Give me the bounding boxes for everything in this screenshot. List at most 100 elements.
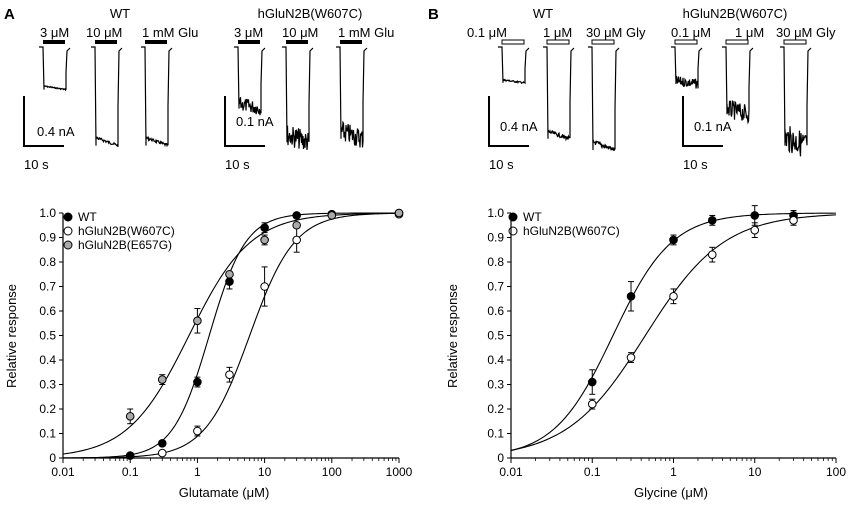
chart-gly-xtick-label-0: 0.01 <box>499 465 523 479</box>
chart-glu-point-1-3 <box>260 282 269 291</box>
chart-gly-ytick-label-2: 0.2 <box>487 402 504 416</box>
scale-bar-a-wt: 0.4 nA 10 s <box>23 96 75 172</box>
chart-gly-ytick-label-0: 0 <box>497 451 504 465</box>
chart-gly-xtick-label-4: 100 <box>826 465 846 479</box>
chart-gly-ytick-label-7: 0.7 <box>487 280 504 294</box>
trace-title-a-wt: WT <box>110 6 130 21</box>
chart-gly-point-0-0 <box>587 377 597 387</box>
chart-glu-point-1-0 <box>157 448 167 458</box>
scale-current-a-mut: 0.1 nA <box>236 114 274 129</box>
pulse-label-a-wt-3: 1 mM Glu <box>142 25 198 40</box>
chart-glu-ytick-label-5: 0.5 <box>39 329 56 343</box>
pulse-label-b-wt-1: 0.1 μM <box>467 25 507 40</box>
pulse-label-a-mut-1: 3 μM <box>234 25 263 40</box>
chart-glu-point-1-1 <box>193 426 202 436</box>
chart-gly-xlabel: Glycine (μM) <box>634 485 708 500</box>
trace-a-0-1-application-bar <box>95 40 117 44</box>
legend-marker-gly-w607c <box>508 226 518 236</box>
scale-bar-b-wt: 0.4 nA 10 s <box>488 96 538 172</box>
chart-glu-point-0-0 <box>125 451 135 460</box>
chart-glu-fit-2 <box>62 212 400 455</box>
chart-glu-point-2-1 <box>157 375 167 384</box>
scale-time-b-wt: 10 s <box>489 157 514 172</box>
chart-glu-ytick-label-0: 0 <box>49 451 56 465</box>
trace-b-0-2 <box>588 46 620 152</box>
chart-glu-ytick-label-8: 0.8 <box>39 255 56 269</box>
scale-current-a-wt: 0.4 nA <box>37 124 75 139</box>
chart-glu-ylabel: Relative response <box>4 284 19 388</box>
chart-gly-point-1-0 <box>587 399 597 409</box>
current-traces <box>39 39 812 157</box>
chart-gly-point-1-3 <box>707 250 717 259</box>
chart-glu-xtick-label-5: 1000 <box>386 465 413 479</box>
chart-glu-point-0-4 <box>260 223 269 232</box>
chart-gly-point-0-3 <box>707 216 717 225</box>
scale-bar-b-mut: 0.1 nA 10 s <box>682 96 732 172</box>
chart-glu-point-2-7 <box>394 208 404 218</box>
chart-gly-fit-0 <box>510 212 837 452</box>
scale-time-b-mut: 10 s <box>683 157 708 172</box>
trace-b-0-1 <box>543 46 575 142</box>
trace-a-1-1 <box>282 46 314 151</box>
chart-glu-ytick-label-9: 0.9 <box>39 231 56 245</box>
trace-title-a-mut: hGluN2B(W607C) <box>258 6 363 21</box>
chart-gly-ylabel: Relative response <box>445 284 460 388</box>
chart-glu-ytick-label-6: 0.6 <box>39 304 56 318</box>
chart-gly-xtick-label-1: 0.1 <box>584 465 601 479</box>
trace-b-1-1 <box>722 46 754 125</box>
pulse-label-b-wt-3: 30 μM Gly <box>586 25 646 40</box>
chart-glu-xtick-label-3: 10 <box>258 465 272 479</box>
scale-time-a-mut: 10 s <box>225 157 250 172</box>
pulse-label-a-mut-2: 10 μM <box>282 25 318 40</box>
chart-glu-ytick-label-3: 0.3 <box>39 378 56 392</box>
chart-gly-point-1-4 <box>750 225 760 235</box>
legend-label-gly-w607c: hGluN2B(W607C) <box>523 224 620 238</box>
pulse-label-a-mut-3: 1 mM Glu <box>338 25 394 40</box>
chart-gly-xtick-label-2: 1 <box>670 465 677 479</box>
legend-marker-glu-wt <box>63 212 73 222</box>
chart-gly-ytick-label-8: 0.8 <box>487 255 504 269</box>
trace-title-b-mut: hGluN2B(W607C) <box>683 6 788 21</box>
chart-glu-point-0-1 <box>157 439 167 448</box>
panel-letter-b: B <box>428 6 439 23</box>
scale-time-a-wt: 10 s <box>24 157 49 172</box>
chart-glu-point-2-2 <box>193 316 202 326</box>
trace-b-0-0 <box>498 46 530 85</box>
chart-gly-ytick-label-10: 1.0 <box>487 206 504 220</box>
chart-gly-point-0-4 <box>750 211 760 220</box>
legend-label-glu-e657g: hGluN2B(E657G) <box>78 238 172 252</box>
chart-glu-point-1-4 <box>292 235 301 245</box>
glycine-dose-response-chart: Relative response Glycine (μM) WT hGluN2… <box>445 205 846 500</box>
chart-gly-legend: WT hGluN2B(W607C) <box>508 210 620 238</box>
chart-glu-xtick-label-4: 100 <box>322 465 342 479</box>
legend-label-glu-wt: WT <box>78 210 97 224</box>
chart-glu-xlabel: Glutamate (μM) <box>179 485 270 500</box>
trace-a-1-0 <box>234 46 266 116</box>
legend-marker-gly-wt <box>508 212 518 222</box>
chart-glu-point-2-3 <box>225 269 234 279</box>
chart-glu-fit-0 <box>62 212 399 459</box>
chart-gly-ytick-label-9: 0.9 <box>487 231 504 245</box>
trace-b-1-0-application-bar <box>674 39 698 45</box>
chart-glu-xtick-label-0: 0.01 <box>51 465 75 479</box>
scale-current-b-wt: 0.4 nA <box>500 119 538 134</box>
chart-gly-ytick-label-5: 0.5 <box>487 329 504 343</box>
pulse-label-b-wt-2: 1 μM <box>543 25 572 40</box>
legend-label-glu-w607c: hGluN2B(W607C) <box>78 224 175 238</box>
chart-gly-xtick-label-3: 10 <box>748 465 762 479</box>
chart-glu-ytick-label-2: 0.2 <box>39 402 56 416</box>
chart-glu-xtick-label-1: 0.1 <box>122 465 139 479</box>
trace-b-0-0-application-bar <box>501 39 525 45</box>
pulse-label-a-wt-1: 3 μM <box>40 25 69 40</box>
trace-a-0-0-application-bar <box>43 40 65 44</box>
scale-current-b-mut: 0.1 nA <box>694 119 732 134</box>
trace-b-0-2-application-bar <box>591 39 615 45</box>
glutamate-dose-response-chart: Relative response Glutamate (μM) WT hGlu… <box>4 206 413 500</box>
chart-glu-point-2-6 <box>327 211 337 220</box>
scale-bar-a-mut: 0.1 nA 10 s <box>224 96 274 172</box>
chart-glu-ytick-label-7: 0.7 <box>39 280 56 294</box>
chart-glu-fit-1 <box>62 212 400 459</box>
chart-gly-ytick-label-1: 0.1 <box>487 427 504 441</box>
